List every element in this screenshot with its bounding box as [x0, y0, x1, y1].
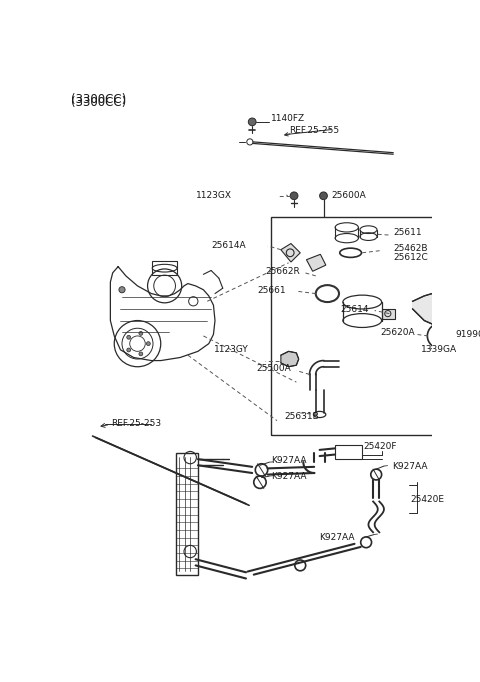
Text: 91990: 91990	[455, 330, 480, 339]
Text: 25620A: 25620A	[380, 327, 415, 337]
Text: 25614: 25614	[340, 306, 369, 314]
Text: K927AA: K927AA	[319, 533, 355, 542]
Text: 25500A: 25500A	[256, 364, 291, 373]
Circle shape	[119, 286, 125, 293]
Circle shape	[127, 336, 131, 339]
Circle shape	[146, 342, 150, 346]
Polygon shape	[281, 243, 300, 262]
Text: 1123GY: 1123GY	[215, 345, 249, 355]
Text: 1140FZ: 1140FZ	[271, 115, 305, 123]
Bar	[335, 445, 362, 459]
Polygon shape	[382, 309, 395, 319]
Bar	[176, 453, 198, 575]
Polygon shape	[413, 291, 475, 330]
Text: K927AA: K927AA	[392, 462, 427, 471]
Circle shape	[464, 331, 475, 341]
Text: 25600A: 25600A	[331, 190, 366, 200]
Text: 25661: 25661	[258, 286, 286, 295]
Text: 25614A: 25614A	[211, 241, 246, 250]
Text: REF.25-255: REF.25-255	[288, 126, 339, 135]
Text: REF.25-253: REF.25-253	[111, 419, 161, 428]
Circle shape	[127, 348, 131, 352]
Text: 25611: 25611	[393, 228, 422, 237]
Text: (3300CC): (3300CC)	[71, 95, 126, 108]
Text: (3300CC): (3300CC)	[71, 93, 126, 106]
Bar	[271, 217, 480, 434]
Bar	[152, 261, 177, 275]
Text: 25420E: 25420E	[410, 495, 444, 505]
Text: K927AA: K927AA	[271, 473, 306, 481]
Text: 25631B: 25631B	[285, 413, 320, 421]
Circle shape	[139, 352, 143, 356]
Text: 25662R: 25662R	[265, 267, 300, 276]
Circle shape	[139, 331, 143, 336]
Text: 1339GA: 1339GA	[421, 345, 457, 355]
Polygon shape	[306, 254, 326, 271]
Polygon shape	[281, 351, 299, 367]
Circle shape	[437, 348, 445, 355]
Circle shape	[248, 118, 256, 125]
Text: 1123GX: 1123GX	[196, 190, 232, 200]
Text: 25420F: 25420F	[364, 441, 397, 451]
Circle shape	[320, 192, 327, 200]
Circle shape	[290, 192, 298, 200]
Text: K927AA: K927AA	[271, 456, 306, 465]
Text: 25462B: 25462B	[393, 244, 428, 254]
Text: 25612C: 25612C	[393, 253, 428, 262]
